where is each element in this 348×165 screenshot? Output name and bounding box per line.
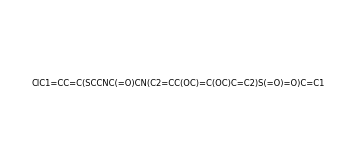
Text: ClC1=CC=C(SCCNC(=O)CN(C2=CC(OC)=C(OC)C=C2)S(=O)=O)C=C1: ClC1=CC=C(SCCNC(=O)CN(C2=CC(OC)=C(OC)C=C… bbox=[32, 79, 325, 88]
